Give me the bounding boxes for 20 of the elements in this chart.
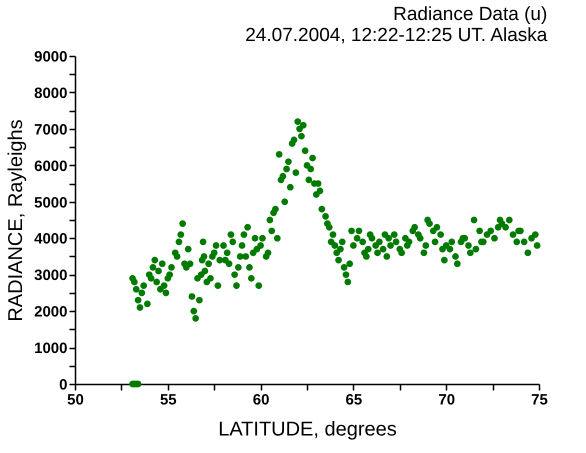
y-tick-label: 5000	[34, 194, 68, 212]
x-tick-label: 50	[67, 392, 84, 408]
x-axis-title: LATITUDE, degrees	[218, 418, 397, 440]
x-tick-label: 75	[531, 392, 548, 408]
text: Radiance Data (u)	[393, 4, 548, 25]
y-tick-label: 1000	[34, 340, 68, 358]
x-tick-label: 65	[346, 392, 362, 408]
y-tick-label: 6000	[34, 158, 68, 175]
y-tick-label: 9000	[34, 48, 68, 66]
y-tick-label: 4000	[34, 230, 68, 248]
y-tick-label: 2000	[34, 304, 68, 321]
x-tick-label: 60	[252, 392, 270, 408]
y-axis-title: RADIANCE, Rayleighs	[5, 119, 28, 322]
y-tick-label: 8000	[34, 84, 68, 102]
x-tick-label: 70	[438, 392, 456, 408]
x-tick-label: 55	[160, 392, 177, 408]
y-tick-label: 0	[59, 376, 68, 394]
text: 24.07.2004, 12:22-12:25 UT. Alaska	[245, 25, 548, 46]
y-tick-label: 7000	[34, 121, 68, 138]
y-tick-label: 3000	[34, 267, 68, 284]
